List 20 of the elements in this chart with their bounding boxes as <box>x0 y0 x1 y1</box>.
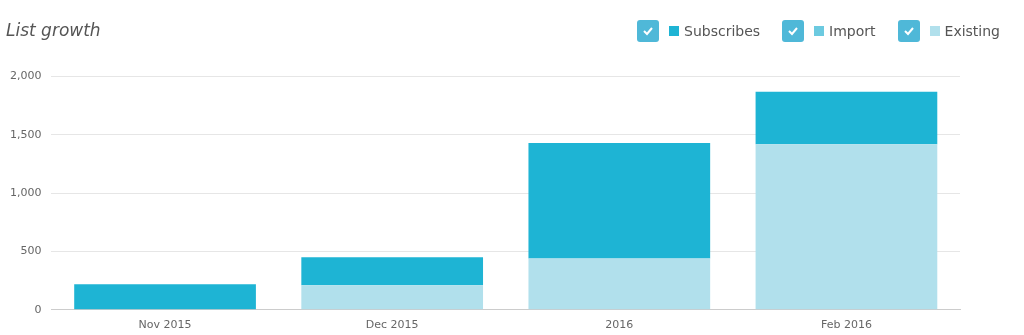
chart-title: List growth <box>6 20 101 40</box>
bar <box>74 284 256 310</box>
y-tick-label: 1,000 <box>9 186 42 200</box>
y-tick-label: 2,000 <box>9 69 42 83</box>
x-tick-label: Dec 2015 <box>365 318 419 332</box>
x-tick-label: Feb 2016 <box>820 318 872 332</box>
x-tick-label: 2016 <box>605 318 634 332</box>
legend-label: Import <box>829 23 876 39</box>
y-tick-label: 1,500 <box>9 127 42 141</box>
y-tick-label: 500 <box>20 244 42 258</box>
legend-label: Existing <box>944 23 1000 39</box>
x-tick-label: Nov 2015 <box>138 318 192 332</box>
bar <box>528 258 711 310</box>
bar <box>301 285 484 310</box>
bar <box>755 91 938 145</box>
bar <box>301 257 484 286</box>
y-tick-label: 0 <box>34 302 42 316</box>
bar <box>755 144 938 310</box>
legend-label: Subscribes <box>684 23 761 39</box>
bar <box>528 143 711 259</box>
